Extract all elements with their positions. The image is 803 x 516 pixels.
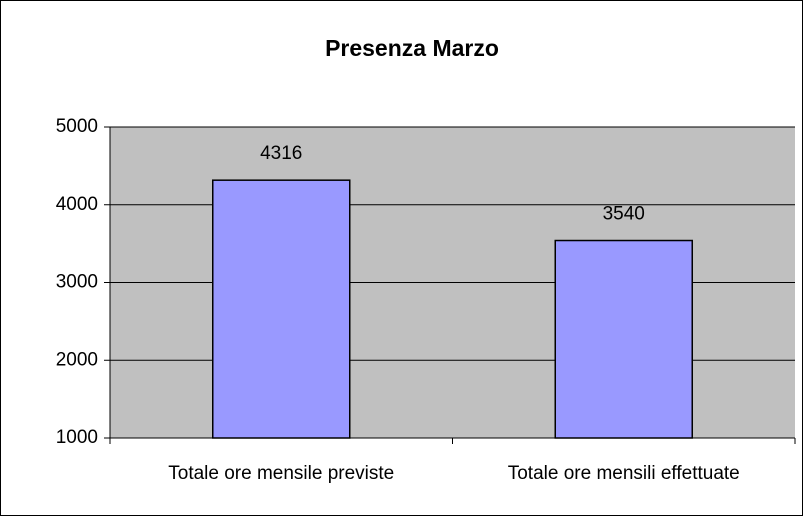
y-tick-label: 4000 xyxy=(56,194,98,215)
chart-title: Presenza Marzo xyxy=(325,35,499,61)
y-tick-label: 1000 xyxy=(56,427,98,448)
y-tick-label: 5000 xyxy=(56,116,98,137)
bar xyxy=(212,179,351,439)
bar xyxy=(554,239,693,439)
data-label: 3540 xyxy=(603,204,645,225)
data-label: 4316 xyxy=(260,143,302,164)
y-tick-label: 3000 xyxy=(56,272,98,293)
x-tick-label: Totale ore mensili effettuate xyxy=(508,463,740,484)
y-tick-label: 2000 xyxy=(56,349,98,370)
x-tick-label: Totale ore mensile previste xyxy=(168,463,394,484)
